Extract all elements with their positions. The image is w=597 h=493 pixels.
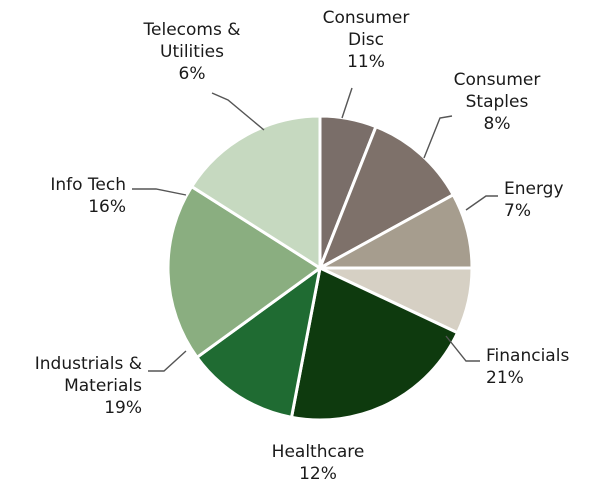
- pie-slice-1: [290, 266, 460, 422]
- slice-label-1: Financials 21%: [486, 346, 569, 388]
- slice-name-label: Consumer: [454, 70, 541, 90]
- leader-line-5: [211, 92, 265, 131]
- slice-name-label: Financials: [486, 346, 569, 366]
- slice-label-0: Energy 7%: [504, 179, 564, 221]
- pie-slices: [166, 114, 474, 422]
- pie-slice-7: [318, 193, 474, 270]
- leader-line-3: [148, 350, 187, 372]
- leader-line-7: [423, 115, 453, 159]
- pie-slice-2: [195, 266, 322, 419]
- slice-value-label: 11%: [347, 52, 385, 72]
- slice-label-6: Consumer Disc 11%: [323, 8, 410, 72]
- slice-name-label: Telecoms &: [143, 20, 241, 40]
- leader-line-4: [132, 188, 187, 196]
- slice-value-label: 8%: [484, 114, 511, 134]
- leader-line-1: [445, 335, 480, 362]
- slice-value-label: 12%: [299, 464, 337, 484]
- slice-name-label: Info Tech: [50, 175, 126, 195]
- slice-labels: Energy 7% Financials 21% Healthcare 12% Indust…: [35, 8, 570, 484]
- pie-slice-3: [166, 185, 322, 359]
- slice-name-label: Healthcare: [272, 442, 365, 462]
- pie-slice-4: [190, 114, 322, 270]
- slice-name-label: Staples: [466, 92, 529, 112]
- slice-label-4: Info Tech 16%: [50, 175, 126, 217]
- leader-lines: [132, 87, 498, 372]
- slice-value-label: 6%: [179, 64, 206, 84]
- leader-line-0: [465, 195, 498, 211]
- slice-label-2: Healthcare 12%: [272, 442, 365, 484]
- slice-name-label: Disc: [348, 30, 384, 50]
- slice-name-label: Industrials &: [35, 354, 142, 374]
- slice-value-label: 21%: [486, 368, 524, 388]
- slice-name-label: Utilities: [160, 42, 224, 62]
- slice-value-label: 16%: [88, 197, 126, 217]
- slice-name-label: Energy: [504, 179, 564, 199]
- slice-value-label: 19%: [104, 398, 142, 418]
- slice-label-3: Industrials & Materials 19%: [35, 354, 142, 418]
- slice-label-7: Consumer Staples 8%: [454, 70, 541, 134]
- slice-name-label: Materials: [64, 376, 142, 396]
- slice-value-label: 7%: [504, 201, 531, 221]
- slice-name-label: Consumer: [323, 8, 410, 28]
- slice-label-5: Telecoms & Utilities 6%: [143, 20, 241, 84]
- leader-line-6: [341, 87, 353, 119]
- pie-slice-6: [318, 125, 455, 270]
